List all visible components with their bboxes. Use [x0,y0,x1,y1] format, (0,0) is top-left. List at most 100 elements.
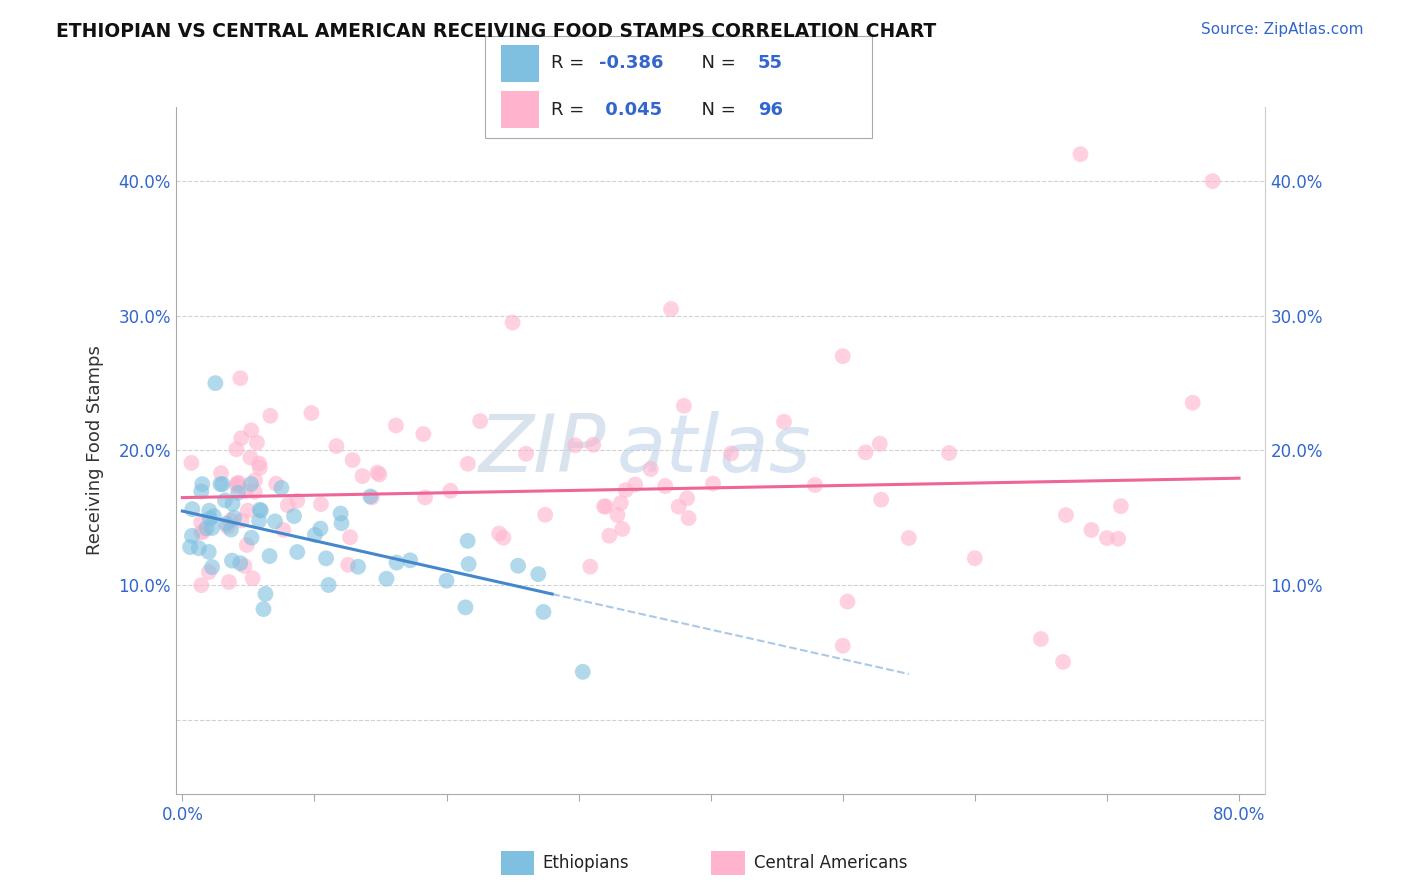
Point [190,516,212,530]
Point [938,446,960,460]
FancyBboxPatch shape [485,36,872,138]
Point [190,525,212,540]
Point [527,567,550,582]
Point [318,578,340,592]
Point [436,574,458,588]
Point [366,466,388,480]
Point [264,514,287,528]
Point [385,556,408,570]
Point [337,558,360,572]
Point [1109,499,1132,513]
Point [240,531,263,545]
Point [515,447,537,461]
Point [180,456,202,470]
Bar [711,851,745,875]
Point [254,587,277,601]
Point [399,553,422,567]
Point [190,484,212,499]
Point [193,524,215,539]
Point [598,529,620,543]
Point [224,510,246,524]
Point [229,371,252,385]
Point [412,427,434,442]
Point [869,436,891,450]
Point [285,545,308,559]
Text: ETHIOPIAN VS CENTRAL AMERICAN RECEIVING FOOD STAMPS CORRELATION CHART: ETHIOPIAN VS CENTRAL AMERICAN RECEIVING … [56,22,936,41]
Point [181,529,204,543]
Text: Central Americans: Central Americans [754,854,907,872]
Point [221,497,243,511]
Point [564,438,586,452]
Point [1080,523,1102,537]
Point [870,492,893,507]
Point [804,478,827,492]
Point [225,442,247,457]
Point [470,414,492,428]
Point [375,572,398,586]
Point [231,513,253,527]
Point [325,439,347,453]
Point [702,476,724,491]
Point [439,483,461,498]
Text: atlas: atlas [617,411,811,490]
Point [720,446,742,460]
Point [190,578,212,592]
Point [233,559,256,574]
Point [385,418,408,433]
Point [202,508,225,523]
Point [315,551,337,566]
Point [243,484,266,499]
Point [359,490,381,504]
Point [360,491,382,505]
Point [606,508,628,522]
Point [264,476,287,491]
Point [624,477,647,491]
Point [342,453,364,467]
Point [236,503,259,517]
Point [236,538,259,552]
Point [612,522,634,536]
Point [246,435,269,450]
Text: ZIP: ZIP [479,411,606,490]
Point [217,519,239,533]
Point [204,376,226,391]
Bar [501,45,538,82]
Point [299,406,322,420]
Point [309,522,332,536]
Point [1029,632,1052,646]
Point [247,514,270,528]
Point [506,558,529,573]
Point [209,466,232,480]
Point [209,477,232,491]
Point [1201,174,1223,188]
Point [259,409,281,423]
Point [240,477,263,491]
Point [855,445,877,459]
Point [329,507,352,521]
Point [339,530,361,544]
Point [773,415,796,429]
Point [963,551,986,566]
Point [239,450,262,465]
Point [368,467,391,482]
Point [676,491,699,506]
Bar [501,91,538,128]
Point [229,556,252,570]
Point [198,511,221,525]
Point [187,541,209,556]
Point [226,485,249,500]
Point [571,665,593,679]
Text: -0.386: -0.386 [599,54,664,72]
Point [593,500,616,514]
Point [1107,532,1129,546]
Point [277,498,299,512]
Point [247,457,270,471]
Point [249,502,271,516]
Point [837,594,859,608]
Point [249,460,271,475]
Point [640,462,662,476]
Point [330,516,353,531]
Point [198,565,221,579]
Y-axis label: Receiving Food Stamps: Receiving Food Stamps [87,345,104,556]
Text: Source: ZipAtlas.com: Source: ZipAtlas.com [1201,22,1364,37]
